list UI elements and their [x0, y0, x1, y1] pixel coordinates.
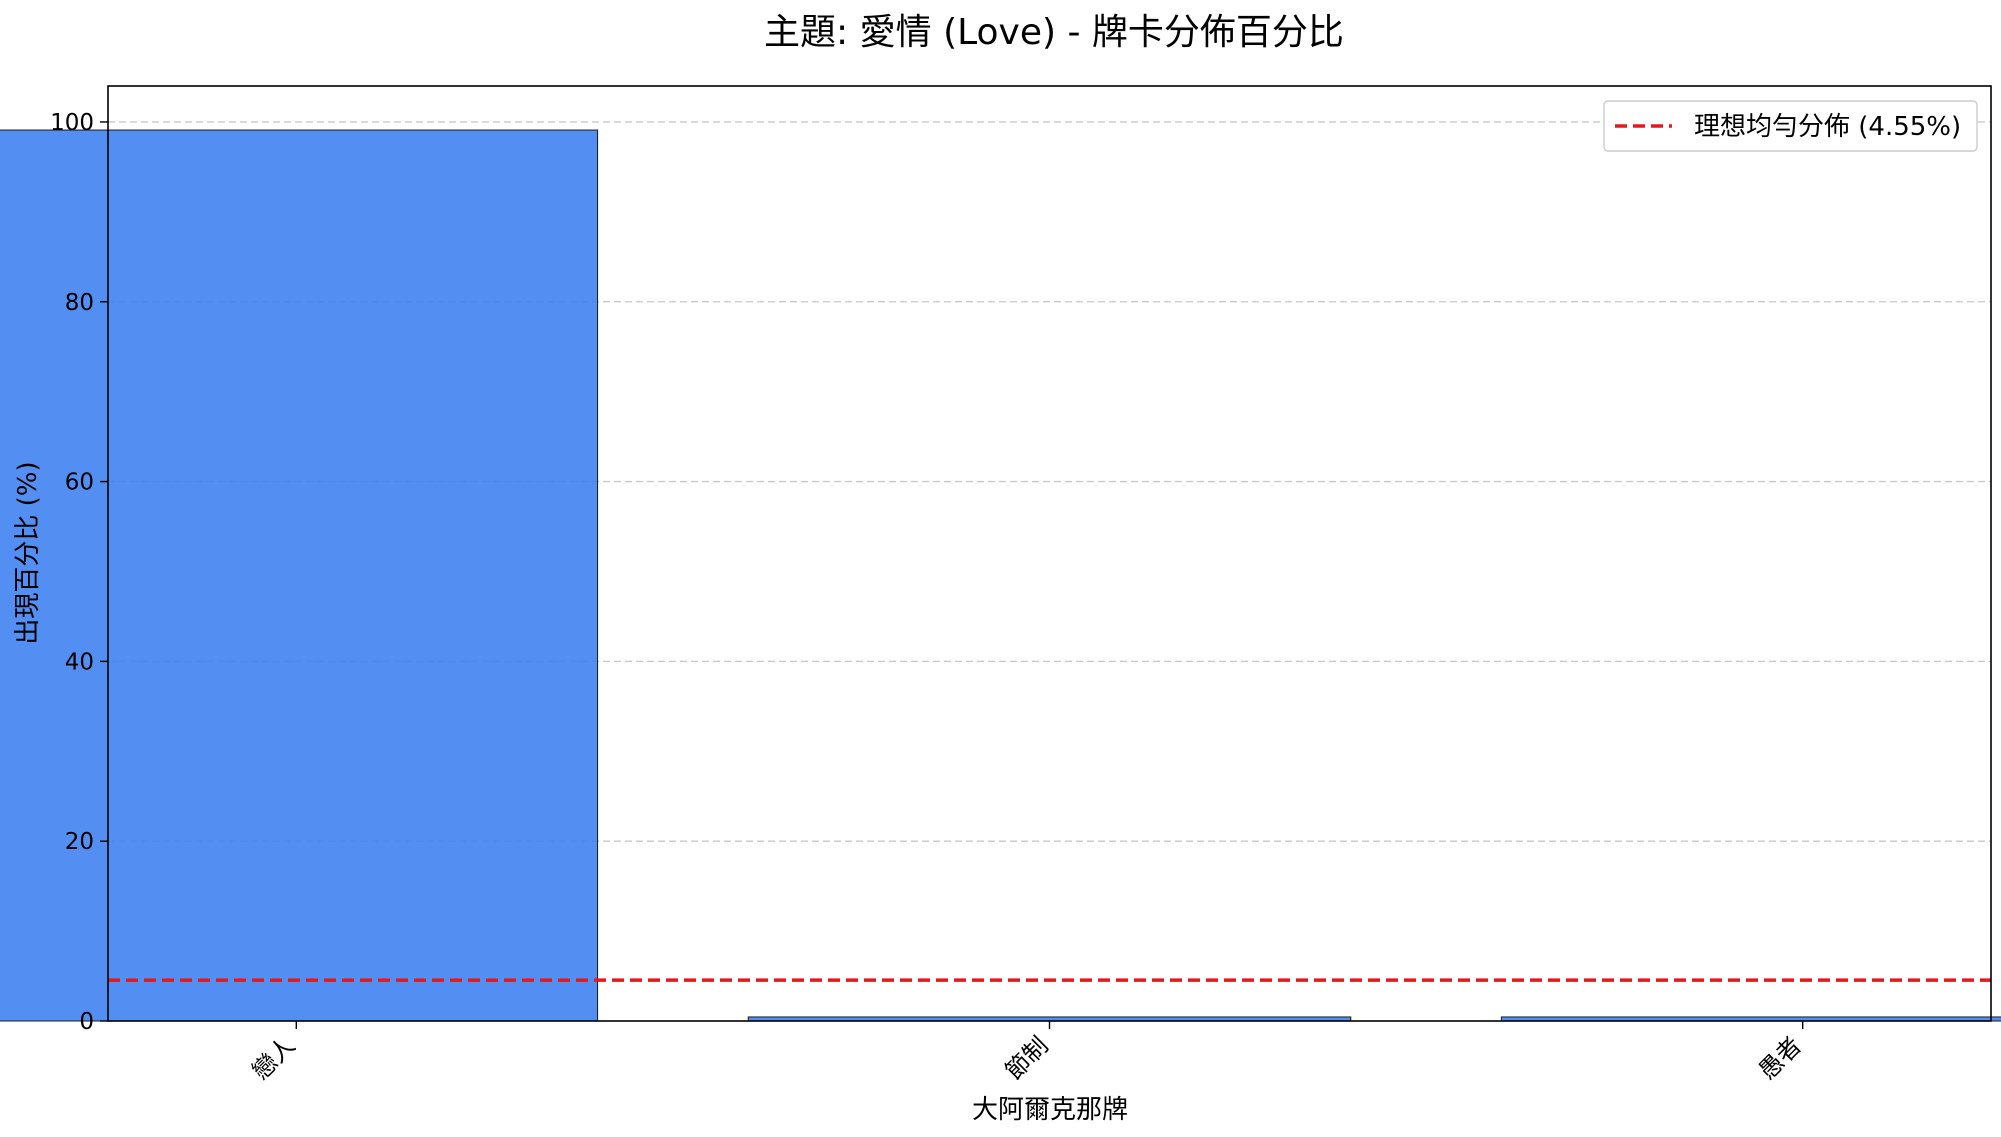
y-axis-label: 出現百分比 (%) — [13, 461, 43, 644]
x-tick-label: 戀人 — [247, 1031, 301, 1085]
y-tick-label: 20 — [65, 829, 94, 855]
chart-title: 主題: 愛情 (Love) - 牌卡分佈百分比 — [764, 12, 1344, 53]
y-tick-label: 80 — [65, 290, 94, 316]
y-axis-ticks: 0 20 40 60 80 100 — [50, 110, 108, 1035]
x-axis-ticks: 戀人 節制 愚者 — [247, 1021, 1807, 1085]
bar-1 — [0, 129, 599, 1022]
x-tick-label: 節制 — [1000, 1031, 1054, 1085]
x-tick-label: 愚者 — [1753, 1031, 1807, 1085]
y-tick-label: 0 — [79, 1009, 94, 1035]
legend-entry: 理想均勻分佈 (4.55%) — [1694, 112, 1961, 142]
bars — [0, 129, 2001, 1022]
y-tick-label: 40 — [65, 649, 94, 675]
y-tick-label: 60 — [65, 470, 94, 496]
legend-box — [1603, 100, 1978, 152]
x-axis-label: 大阿爾克那牌 — [972, 1095, 1128, 1125]
legend: 理想均勻分佈 (4.55%) — [1603, 100, 1978, 152]
y-tick-label: 100 — [50, 110, 94, 136]
